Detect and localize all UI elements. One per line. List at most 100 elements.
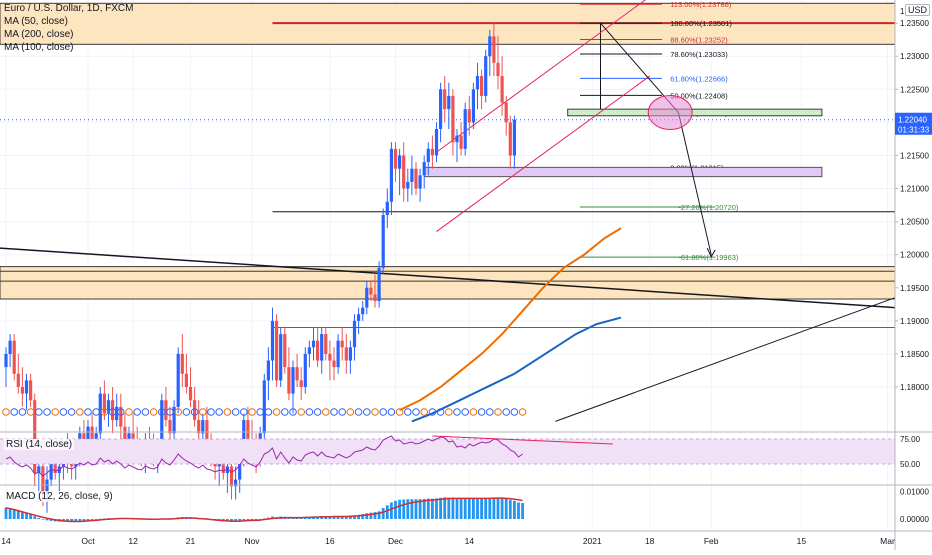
rsi-pane[interactable] bbox=[0, 435, 895, 477]
candle-body bbox=[102, 393, 106, 414]
macd-histogram-bar bbox=[90, 519, 94, 521]
event-marker-icon bbox=[182, 408, 191, 416]
fib-level-label: 100.00%(1.23501) bbox=[670, 19, 732, 28]
event-marker-icon bbox=[256, 408, 265, 416]
horizontal-lines[interactable] bbox=[0, 119, 895, 328]
candle-body bbox=[197, 420, 201, 434]
time-tick-label: 16 bbox=[325, 536, 335, 546]
event-marker-icon bbox=[26, 408, 35, 416]
macd-histogram-bar bbox=[406, 499, 410, 519]
event-marker-icon bbox=[43, 408, 51, 416]
macd-histogram-bar bbox=[74, 519, 78, 523]
pane-dividers[interactable] bbox=[0, 431, 932, 532]
time-tick-label: 15 bbox=[797, 536, 807, 546]
candle-body bbox=[508, 122, 512, 156]
candle-body bbox=[86, 426, 90, 440]
candle-body bbox=[299, 380, 303, 387]
macd-histogram-bar bbox=[41, 519, 45, 520]
candle-body bbox=[164, 400, 168, 421]
macd-histogram-bar bbox=[496, 497, 500, 519]
macd-histogram-bar bbox=[344, 516, 348, 519]
macd-histogram-bar bbox=[394, 500, 397, 519]
ma-200-legend[interactable]: MA (200, close) bbox=[4, 29, 74, 40]
candle-body bbox=[381, 215, 385, 268]
time-axis[interactable]: 14 Oct 12 21 Nov 16 Dec 14 2021 18 Feb 15 Mar bbox=[1, 536, 895, 546]
candle-body bbox=[266, 360, 270, 381]
macd-histogram-bar bbox=[398, 499, 401, 519]
macd-histogram-bar bbox=[70, 519, 73, 523]
event-marker-icon bbox=[412, 408, 420, 416]
candle-body bbox=[176, 353, 180, 407]
event-marker-icon bbox=[428, 408, 437, 416]
macd-histogram-bar bbox=[521, 503, 524, 519]
macd-histogram-bar bbox=[238, 519, 242, 522]
candle-body bbox=[340, 340, 344, 348]
macd-histogram-bar bbox=[103, 518, 106, 520]
macd-histogram-bar bbox=[455, 498, 459, 519]
event-marker-icon bbox=[420, 408, 429, 416]
time-tick-label: Dec bbox=[388, 536, 404, 546]
macd-histogram-bar bbox=[508, 499, 512, 519]
support-resistance-zones[interactable] bbox=[0, 2, 896, 300]
candle-body bbox=[160, 400, 164, 447]
candle-body bbox=[184, 373, 188, 387]
ma-50-legend[interactable]: MA (50, close) bbox=[4, 16, 68, 27]
macd-histogram-bar bbox=[418, 499, 422, 519]
candle-body bbox=[361, 307, 365, 315]
time-tick-label: 2021 bbox=[583, 536, 602, 546]
macd-histogram-bar bbox=[82, 519, 86, 521]
macd-pane[interactable] bbox=[4, 497, 524, 523]
candle-body bbox=[94, 433, 98, 440]
rsi-tick-label: 75.00 bbox=[900, 435, 921, 444]
candle-body bbox=[480, 76, 484, 96]
macd-title[interactable]: MACD (12, 26, close, 9) bbox=[4, 491, 115, 502]
rising-trendline bbox=[555, 297, 896, 422]
event-marker-icon bbox=[35, 408, 43, 416]
event-markers[interactable] bbox=[2, 408, 527, 416]
candle-body bbox=[41, 466, 45, 493]
macd-histogram-bar bbox=[66, 519, 69, 522]
event-marker-icon bbox=[92, 408, 100, 416]
macd-histogram-bar bbox=[439, 497, 442, 519]
candle-body bbox=[410, 168, 414, 182]
macd-histogram-bar bbox=[385, 505, 389, 519]
candle-body bbox=[82, 433, 86, 440]
currency-badge[interactable]: USD bbox=[905, 4, 931, 16]
fib-level-label: -61.80%(1.19963) bbox=[678, 253, 739, 262]
event-marker-icon bbox=[346, 408, 355, 416]
event-marker-icon bbox=[133, 408, 141, 416]
event-marker-icon bbox=[149, 408, 158, 416]
event-marker-icon bbox=[100, 408, 109, 416]
candle-body bbox=[512, 119, 516, 156]
candle-body bbox=[426, 148, 430, 163]
candle-body bbox=[430, 148, 434, 156]
macd-histogram-bar bbox=[422, 498, 426, 519]
fib-level-label: 50.00%(1.22408) bbox=[670, 91, 728, 100]
channel-lower-line bbox=[436, 75, 650, 232]
candle-body bbox=[115, 406, 119, 421]
candle-body bbox=[373, 294, 377, 301]
macd-histogram-bar bbox=[12, 509, 16, 519]
candle-body bbox=[459, 135, 463, 149]
candle-body bbox=[98, 393, 102, 434]
macd-histogram-bar bbox=[435, 498, 438, 519]
price-axis[interactable]: 1.235001.230001.225001.220001.215001.210… bbox=[894, 0, 932, 550]
event-marker-icon bbox=[354, 408, 363, 416]
ma-100-legend[interactable]: MA (100, close) bbox=[4, 42, 74, 53]
macd-histogram-bar bbox=[467, 498, 471, 519]
candle-body bbox=[262, 380, 266, 434]
fibonacci-extension[interactable]: 113.00%(1.23786) 100.00%(1.23501) 88.60%(1… bbox=[423, 0, 823, 262]
rsi-title[interactable]: RSI (14, close) bbox=[4, 439, 75, 450]
trend-drawings[interactable] bbox=[0, 0, 896, 422]
event-marker-icon bbox=[371, 408, 379, 416]
candle-body bbox=[332, 360, 336, 368]
fib-level-label: -27.20%(1.20720) bbox=[678, 203, 739, 212]
candle-body bbox=[344, 347, 348, 361]
macd-histogram-bar bbox=[254, 519, 258, 521]
event-marker-icon bbox=[518, 408, 527, 416]
candle-body bbox=[504, 102, 508, 123]
candle-body bbox=[303, 353, 307, 387]
time-tick-label: Mar bbox=[880, 536, 895, 546]
